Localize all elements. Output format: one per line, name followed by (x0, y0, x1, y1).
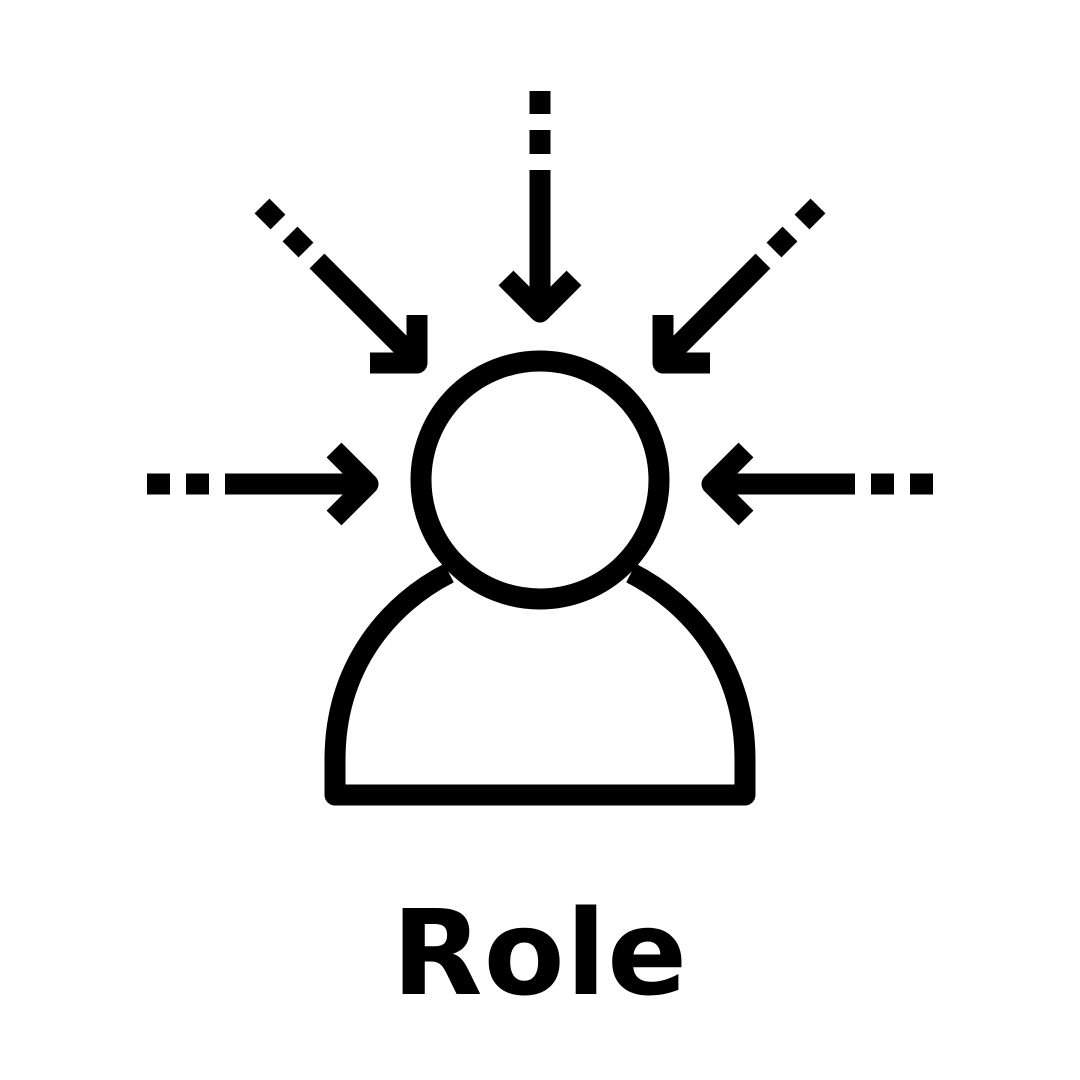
arrow-top-left-icon (254, 198, 428, 374)
arrow-right-icon (701, 442, 933, 526)
caption-title: Role (391, 884, 689, 1022)
person-head-shape (410, 350, 670, 610)
person-body-shape (324, 563, 756, 806)
arrow-top-right-icon (652, 198, 826, 374)
arrow-top-icon (498, 91, 582, 323)
arrow-left-icon (147, 442, 379, 526)
